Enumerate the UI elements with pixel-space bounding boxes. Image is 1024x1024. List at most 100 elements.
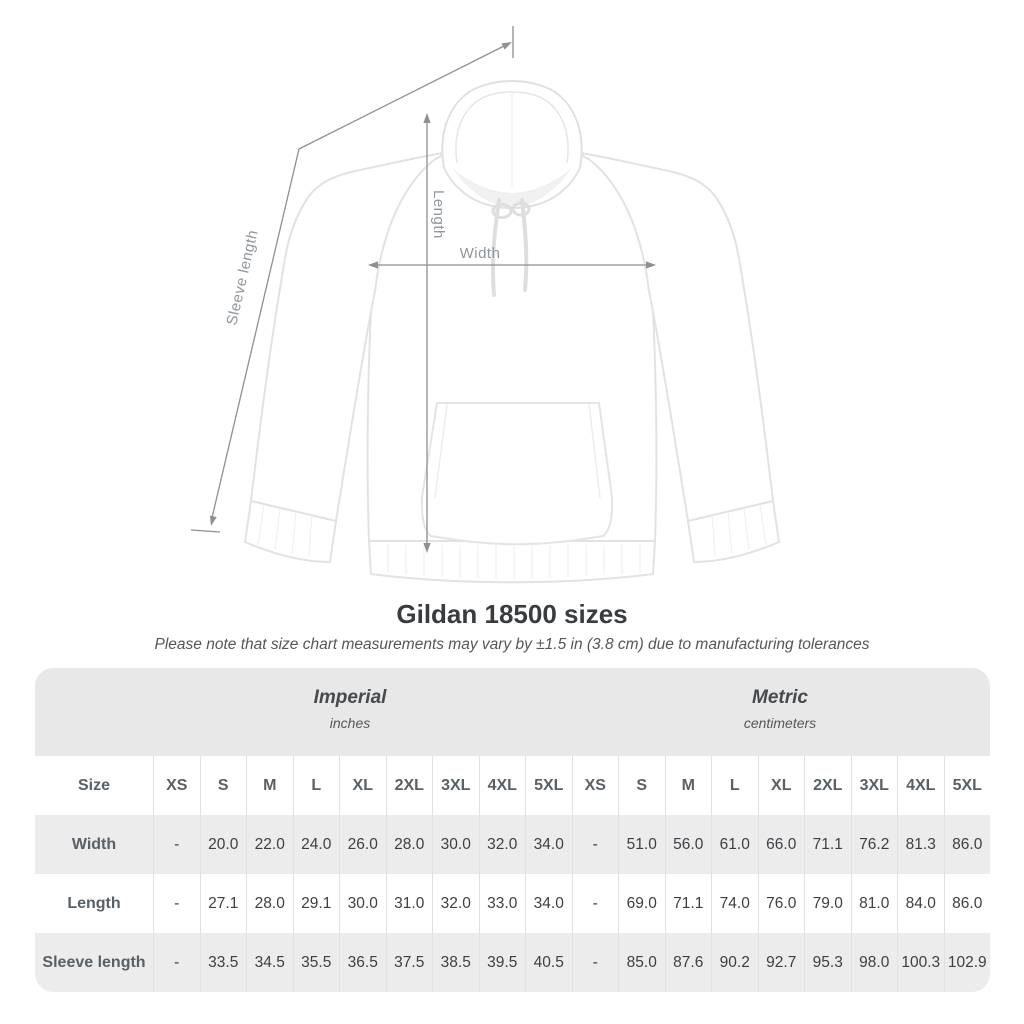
metric-value: - xyxy=(571,815,618,874)
size-header-imperial-L: L xyxy=(292,756,340,815)
length-label: Length xyxy=(430,190,447,239)
imperial-value: 32.0 xyxy=(432,874,479,933)
hoodie-illustration: Sleeve length Length Width xyxy=(190,26,781,584)
metric-header: Metric centimeters xyxy=(744,687,816,731)
kangaroo-pocket xyxy=(420,402,614,546)
metric-value: 95.3 xyxy=(804,933,851,992)
size-header-imperial-5XL: 5XL xyxy=(525,756,572,815)
drawstrings xyxy=(490,198,531,297)
hem-ribs xyxy=(387,543,641,579)
right-sleeve xyxy=(575,151,775,523)
length-arrowhead-top xyxy=(423,113,431,123)
imperial-value: 40.5 xyxy=(525,933,572,992)
metric-value: 76.0 xyxy=(757,874,805,933)
metric-value: 85.0 xyxy=(618,933,665,992)
width-arrowhead-left xyxy=(368,261,378,269)
sleeve-length-label: Sleeve length xyxy=(223,228,261,327)
width-arrowhead-right xyxy=(646,261,656,269)
size-column-title: Size xyxy=(77,776,110,794)
pocket-right-opening xyxy=(588,403,601,499)
hoodie-measurement-figure: Sleeve length Length Width xyxy=(190,26,781,584)
imperial-value: 30.0 xyxy=(432,815,479,874)
imperial-value: - xyxy=(153,815,200,874)
imperial-value: 28.0 xyxy=(385,815,432,874)
size-header-metric-XL: XL xyxy=(757,756,805,815)
size-header-metric-5XL: 5XL xyxy=(943,756,991,815)
imperial-value: 33.0 xyxy=(478,874,526,933)
pocket-left-opening xyxy=(434,403,448,499)
imperial-header: Imperial inches xyxy=(314,687,387,731)
size-header-metric-4XL: 4XL xyxy=(897,756,944,815)
tolerance-note: Please note that size chart measurements… xyxy=(154,636,870,653)
size-header-imperial-S: S xyxy=(199,756,247,815)
right-cuff-ribs xyxy=(711,504,767,558)
page-title: Gildan 18500 sizes xyxy=(396,599,628,629)
metric-value: 79.0 xyxy=(804,874,851,933)
imperial-value: - xyxy=(153,874,200,933)
metric-value: 90.2 xyxy=(711,933,758,992)
imperial-value: 22.0 xyxy=(246,815,293,874)
metric-value: 92.7 xyxy=(757,933,804,992)
imperial-value: 33.5 xyxy=(199,933,246,992)
metric-value: 71.1 xyxy=(804,815,851,874)
imperial-value: - xyxy=(153,933,200,992)
size-header-metric-XS: XS xyxy=(571,756,619,815)
imperial-value: 34.5 xyxy=(246,933,293,992)
neck-shadow xyxy=(452,168,572,207)
metric-value: 76.2 xyxy=(850,815,897,874)
size-header-imperial-XS: XS xyxy=(153,756,200,815)
imperial-title: Imperial xyxy=(313,687,387,708)
metric-value: 66.0 xyxy=(757,815,804,874)
row-label: Length xyxy=(67,894,121,912)
size-header-metric-2XL: 2XL xyxy=(804,756,851,815)
imperial-value: 39.5 xyxy=(478,933,525,992)
metric-value: 81.0 xyxy=(850,874,898,933)
width-label: Width xyxy=(460,245,501,262)
metric-value: 81.3 xyxy=(897,815,944,874)
metric-value: 71.1 xyxy=(664,874,712,933)
row-label: Sleeve length xyxy=(35,933,153,992)
size-header-metric-M: M xyxy=(664,756,712,815)
imperial-value: 35.5 xyxy=(292,933,339,992)
metric-value: - xyxy=(571,874,619,933)
metric-value: 84.0 xyxy=(897,874,944,933)
sleeve-length-arrowhead-bottom xyxy=(209,515,217,526)
metric-title: Metric xyxy=(752,687,808,708)
imperial-value: 24.0 xyxy=(292,815,339,874)
size-table-grid: Size XS S M L XL 2XL 3XL 4XL 5XL XS S M L XL 2XL 3XL 4XL 5… xyxy=(35,756,990,992)
size-header-imperial-3XL: 3XL xyxy=(432,756,479,815)
imperial-value: 26.0 xyxy=(339,815,386,874)
left-cuff-ribs xyxy=(257,504,313,558)
imperial-value: 29.1 xyxy=(292,874,340,933)
metric-value: 86.0 xyxy=(943,815,990,874)
size-table: Imperial inches Metric centimeters Size X… xyxy=(35,668,990,992)
sleeve-length-arrow xyxy=(190,26,514,533)
metric-value: 56.0 xyxy=(664,815,711,874)
metric-value: 98.0 xyxy=(850,933,897,992)
size-header-imperial-4XL: 4XL xyxy=(478,756,526,815)
hem-band xyxy=(367,540,657,584)
size-header-metric-L: L xyxy=(711,756,758,815)
left-cuff xyxy=(243,499,338,564)
imperial-value: 32.0 xyxy=(478,815,525,874)
imperial-unit: inches xyxy=(329,715,371,731)
metric-value: 61.0 xyxy=(711,815,758,874)
unit-header-band: Imperial inches Metric centimeters xyxy=(35,668,990,756)
metric-value: 69.0 xyxy=(618,874,665,933)
imperial-value: 30.0 xyxy=(339,874,386,933)
imperial-value: 36.5 xyxy=(339,933,386,992)
size-header-metric-3XL: 3XL xyxy=(850,756,898,815)
metric-value: 102.9 xyxy=(943,933,990,992)
imperial-value: 27.1 xyxy=(199,874,247,933)
imperial-value: 37.5 xyxy=(385,933,432,992)
right-cuff xyxy=(686,499,781,564)
left-sleeve xyxy=(249,151,449,523)
imperial-value: 34.0 xyxy=(525,815,572,874)
metric-value: 74.0 xyxy=(711,874,758,933)
sleeve-length-arrowhead-top xyxy=(501,42,512,50)
metric-value: 100.3 xyxy=(897,933,944,992)
metric-value: 51.0 xyxy=(618,815,665,874)
metric-unit: centimeters xyxy=(743,715,817,731)
row-label: Width xyxy=(35,815,153,874)
size-header-imperial-M: M xyxy=(246,756,293,815)
